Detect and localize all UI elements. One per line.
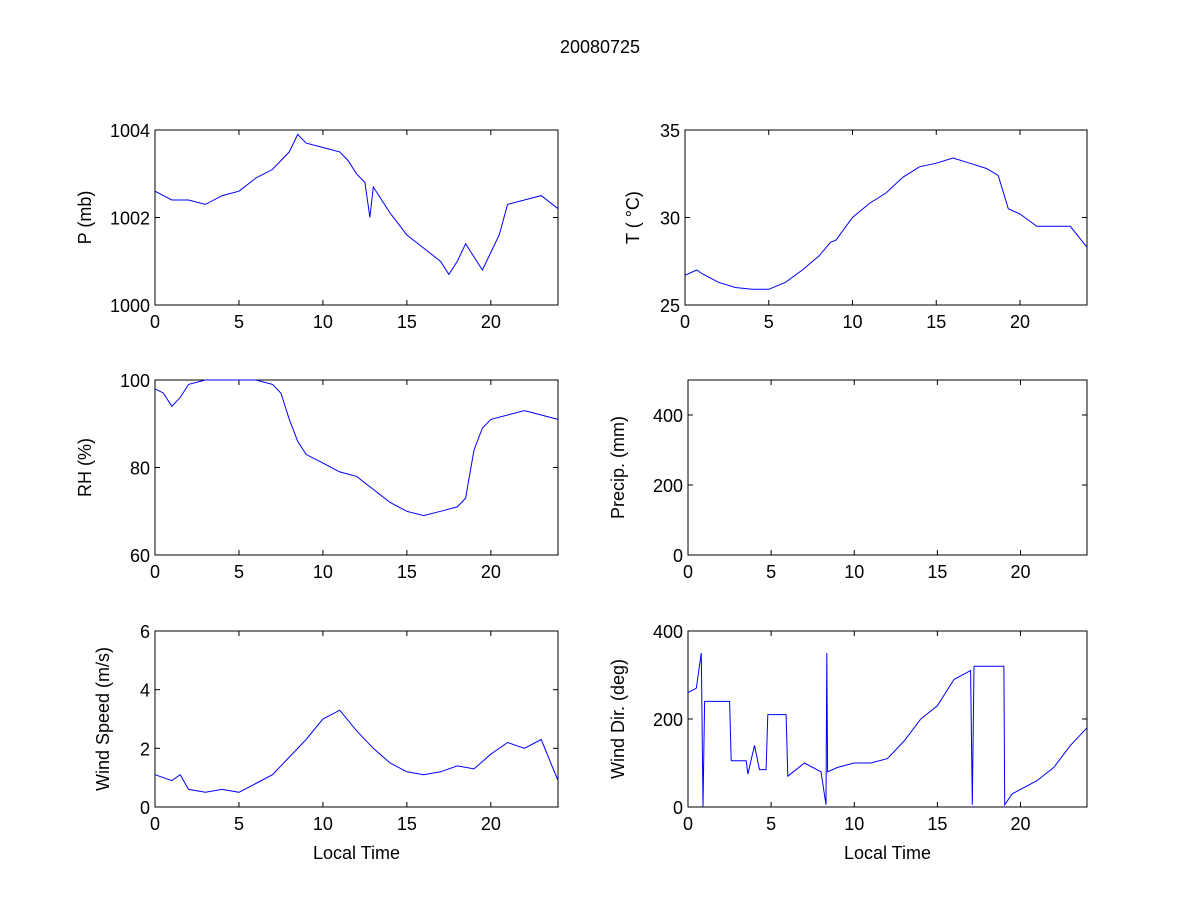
y-tick-label: 400	[653, 622, 683, 642]
x-tick-label: 20	[1010, 814, 1030, 834]
y-tick-label: 1000	[110, 296, 150, 316]
x-tick-label: 0	[680, 312, 690, 332]
x-tick-label: 5	[234, 312, 244, 332]
x-tick-label: 20	[1010, 562, 1030, 582]
subplot-1: 0 5 10 15 20 25 30 35 T ( °C)	[623, 121, 1088, 332]
x-tick-label: 15	[397, 312, 417, 332]
y-axis-label: P (mb)	[75, 191, 95, 245]
series-line	[154, 133, 559, 276]
y-tick-label: 1004	[110, 121, 150, 141]
y-tick-label: 400	[653, 406, 683, 426]
y-axis-label: RH (%)	[75, 438, 95, 497]
x-tick-label: 10	[313, 814, 333, 834]
y-axis-label: Wind Speed (m/s)	[93, 647, 113, 791]
x-tick-label: 20	[1010, 312, 1030, 332]
y-tick-label: 200	[653, 476, 683, 496]
series-line	[687, 652, 1088, 808]
subplot-2: 0 5 10 15 20 60 80 100 RH (%)	[75, 371, 559, 582]
y-axis-label: T ( °C)	[623, 191, 643, 244]
x-tick-label: 10	[844, 562, 864, 582]
x-tick-label: 5	[766, 814, 776, 834]
y-axis-label: Precip. (mm)	[608, 416, 628, 519]
x-tick-label: 0	[150, 312, 160, 332]
axes-box	[684, 129, 1088, 306]
x-tick-label: 15	[397, 562, 417, 582]
series-line	[154, 379, 559, 517]
x-tick-label: 20	[481, 562, 501, 582]
axes-box	[154, 630, 559, 808]
y-tick-label: 4	[140, 681, 150, 701]
x-tick-label: 0	[683, 562, 693, 582]
y-tick-label: 30	[660, 209, 680, 229]
x-tick-label: 15	[926, 312, 946, 332]
x-tick-label: 5	[234, 562, 244, 582]
x-axis-label: Local Time	[844, 843, 931, 863]
x-tick-label: 15	[927, 814, 947, 834]
y-tick-label: 80	[130, 459, 150, 479]
y-tick-label: 0	[673, 546, 683, 566]
y-tick-label: 6	[140, 622, 150, 642]
x-axis-label: Local Time	[313, 843, 400, 863]
y-tick-label: 25	[660, 296, 680, 316]
x-tick-label: 0	[683, 814, 693, 834]
x-tick-label: 10	[313, 562, 333, 582]
x-tick-label: 10	[313, 312, 333, 332]
x-tick-label: 15	[397, 814, 417, 834]
series-line	[684, 157, 1088, 290]
y-axis-label: Wind Dir. (deg)	[608, 659, 628, 779]
x-tick-label: 5	[766, 562, 776, 582]
y-tick-label: 0	[673, 798, 683, 818]
x-tick-label: 10	[844, 814, 864, 834]
axes-box	[154, 379, 559, 556]
x-tick-label: 0	[150, 814, 160, 834]
x-tick-label: 15	[927, 562, 947, 582]
axes-box	[687, 630, 1088, 808]
x-tick-label: 5	[764, 312, 774, 332]
y-tick-label: 1002	[110, 209, 150, 229]
subplot-4: 0 5 10 15 20 0 2 4 6 Wind Speed (m/s) Local Time	[93, 622, 559, 863]
x-tick-label: 5	[234, 814, 244, 834]
axes-box	[687, 379, 1088, 556]
x-tick-label: 10	[842, 312, 862, 332]
subplot-0: 0 5 10 15 20 1000 1002 1004 P (mb)	[75, 121, 559, 332]
y-tick-label: 100	[120, 371, 150, 391]
chart-title: 20080725	[560, 37, 640, 57]
x-tick-label: 20	[481, 312, 501, 332]
y-tick-label: 60	[130, 546, 150, 566]
y-tick-label: 2	[140, 739, 150, 759]
y-tick-label: 0	[140, 798, 150, 818]
x-tick-label: 0	[150, 562, 160, 582]
x-tick-label: 20	[481, 814, 501, 834]
y-tick-label: 200	[653, 710, 683, 730]
series-line	[154, 709, 559, 793]
axes-box	[154, 129, 559, 306]
y-tick-label: 35	[660, 121, 680, 141]
